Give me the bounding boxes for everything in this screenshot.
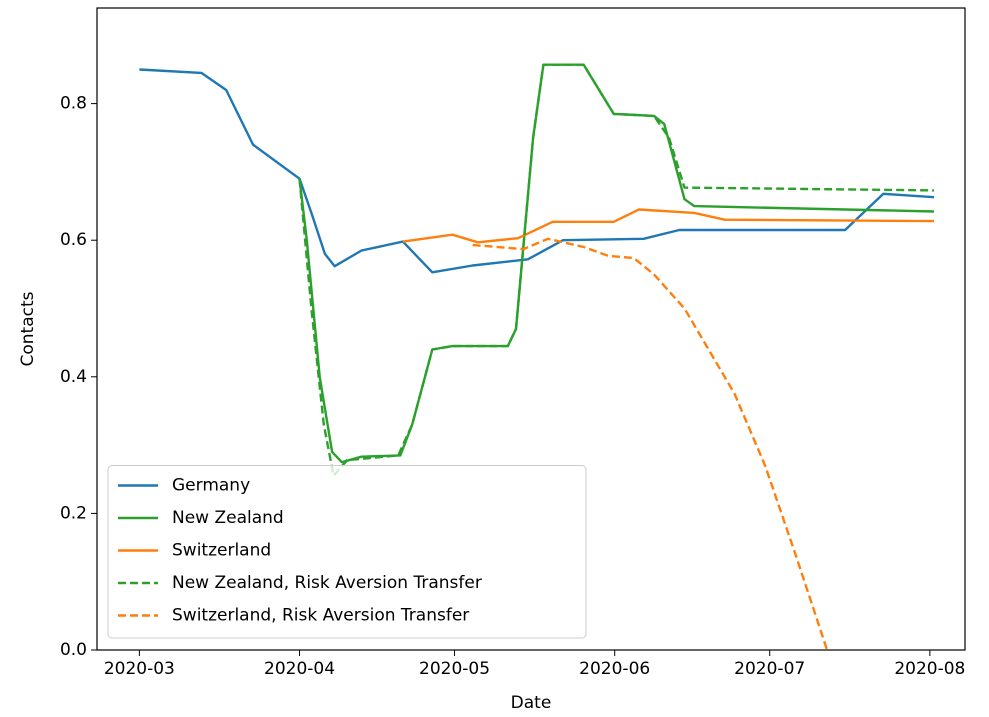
y-tick-label: 0.4 [60,367,87,387]
x-tick-label: 2020-08 [894,659,965,679]
series-line [298,63,935,477]
y-tick-label: 0.0 [60,640,87,660]
plot-frame [96,7,966,651]
x-axis-label: Date [511,693,552,713]
legend-label: Germany [172,476,250,496]
series-line [402,208,935,244]
y-axis-label: Contacts [18,291,38,366]
series-line [139,68,935,274]
legend-label: New Zealand, Risk Aversion Transfer [172,573,482,593]
series-line [472,237,829,650]
x-tick-label: 2020-07 [734,659,805,679]
x-tick-label: 2020-03 [104,659,175,679]
y-tick-label: 0.6 [60,230,87,250]
series-line [298,63,935,464]
legend-label: Switzerland [172,541,271,561]
x-tick-label: 2020-04 [264,659,335,679]
y-tick-label: 0.2 [60,503,87,523]
legend-box [107,465,587,639]
legend-label: Switzerland, Risk Aversion Transfer [172,606,469,626]
legend-label: New Zealand [172,508,284,528]
x-tick-label: 2020-06 [579,659,650,679]
x-tick-label: 2020-05 [419,659,490,679]
y-tick-label: 0.8 [60,94,87,114]
